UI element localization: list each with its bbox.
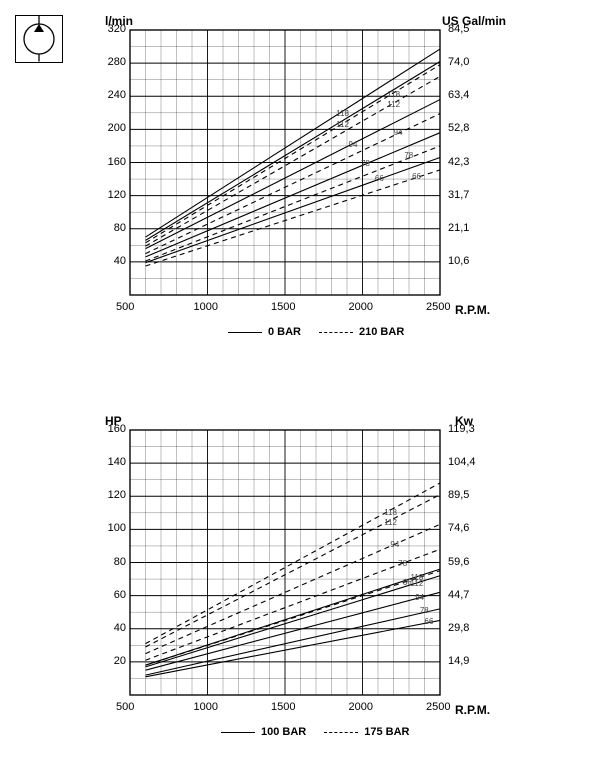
series-label: 112 [387, 100, 400, 109]
legend-label: 100 BAR [261, 726, 306, 738]
y-left-tick-label: 80 [100, 556, 126, 568]
x-tick-label: 1000 [194, 301, 218, 313]
legend-item: 100 BAR [221, 726, 306, 738]
legend-item: 0 BAR [228, 326, 301, 338]
series-label: 94 [415, 593, 424, 602]
x-title: R.P.M. [455, 703, 490, 717]
y-right-tick-label: 74,6 [448, 522, 469, 534]
y-left-tick-label: 140 [100, 456, 126, 468]
legend-label: 210 BAR [359, 326, 404, 338]
y-left-tick-label: 80 [100, 222, 126, 234]
flow-chart [130, 30, 440, 295]
series-label: 94 [394, 128, 403, 137]
power-chart [130, 430, 440, 695]
legend: 0 BAR 210 BAR [228, 326, 404, 338]
series-label: 118 [336, 109, 349, 118]
y-right-tick-label: 89,5 [448, 489, 469, 501]
y-right-tick-label: 52,8 [448, 122, 469, 134]
x-tick-label: 2000 [349, 301, 373, 313]
series-label: 112 [336, 120, 349, 129]
x-tick-label: 2000 [349, 701, 373, 713]
x-tick-label: 2500 [426, 701, 450, 713]
y-left-tick-label: 280 [100, 56, 126, 68]
series-label: 94 [349, 140, 358, 149]
x-tick-label: 500 [116, 301, 134, 313]
y-left-tick-label: 120 [100, 489, 126, 501]
x-tick-label: 1000 [194, 701, 218, 713]
y-right-tick-label: 31,7 [448, 189, 469, 201]
legend-label: 175 BAR [364, 726, 409, 738]
series-label: 66 [375, 174, 384, 183]
x-tick-label: 1500 [271, 301, 295, 313]
series-label: 78 [420, 606, 429, 615]
series-label: 66 [412, 172, 421, 181]
page: 5001000150020002500408012016020024028032… [0, 0, 600, 782]
y-right-tick-label: 59,6 [448, 556, 469, 568]
series-label: 94 [390, 540, 399, 549]
y-left-tick-label: 200 [100, 122, 126, 134]
y-right-tick-label: 29,8 [448, 622, 469, 634]
series-label: 112 [384, 518, 397, 527]
series-label: 78 [361, 159, 370, 168]
y-right-tick-label: 10,6 [448, 255, 469, 267]
legend-label: 0 BAR [268, 326, 301, 338]
y-right-tick-label: 104,4 [448, 456, 476, 468]
series-label: 112 [411, 579, 424, 588]
y-right-tick-label: 42,3 [448, 156, 469, 168]
y-right-tick-label: 21,1 [448, 222, 469, 234]
solid-line-icon [221, 732, 255, 733]
series-label: 118 [384, 508, 397, 517]
y-right-tick-label: 74,0 [448, 56, 469, 68]
y-left-tick-label: 40 [100, 255, 126, 267]
series-label: 66 [403, 578, 412, 587]
x-title: R.P.M. [455, 303, 490, 317]
y-right-title: US Gal/min [442, 14, 506, 28]
y-left-tick-label: 20 [100, 655, 126, 667]
series-label: 118 [387, 90, 400, 99]
y-right-tick-label: 44,7 [448, 589, 469, 601]
solid-line-icon [228, 332, 262, 333]
y-right-title: Kw [455, 414, 473, 428]
dashed-line-icon [319, 332, 353, 333]
y-left-tick-label: 40 [100, 622, 126, 634]
pump-symbol-icon [15, 15, 63, 63]
y-right-tick-label: 63,4 [448, 89, 469, 101]
series-label: 78 [404, 151, 413, 160]
y-right-tick-label: 14,9 [448, 655, 469, 667]
x-tick-label: 500 [116, 701, 134, 713]
y-left-tick-label: 60 [100, 589, 126, 601]
legend: 100 BAR 175 BAR [221, 726, 410, 738]
dashed-line-icon [324, 732, 358, 733]
y-left-title: l/min [105, 14, 133, 28]
y-left-title: HP [105, 414, 122, 428]
legend-item: 175 BAR [324, 726, 409, 738]
y-left-tick-label: 160 [100, 156, 126, 168]
x-tick-label: 1500 [271, 701, 295, 713]
legend-item: 210 BAR [319, 326, 404, 338]
series-label: 66 [425, 617, 434, 626]
y-left-tick-label: 120 [100, 189, 126, 201]
series-label: 78 [398, 559, 407, 568]
y-left-tick-label: 100 [100, 522, 126, 534]
x-tick-label: 2500 [426, 301, 450, 313]
y-left-tick-label: 240 [100, 89, 126, 101]
